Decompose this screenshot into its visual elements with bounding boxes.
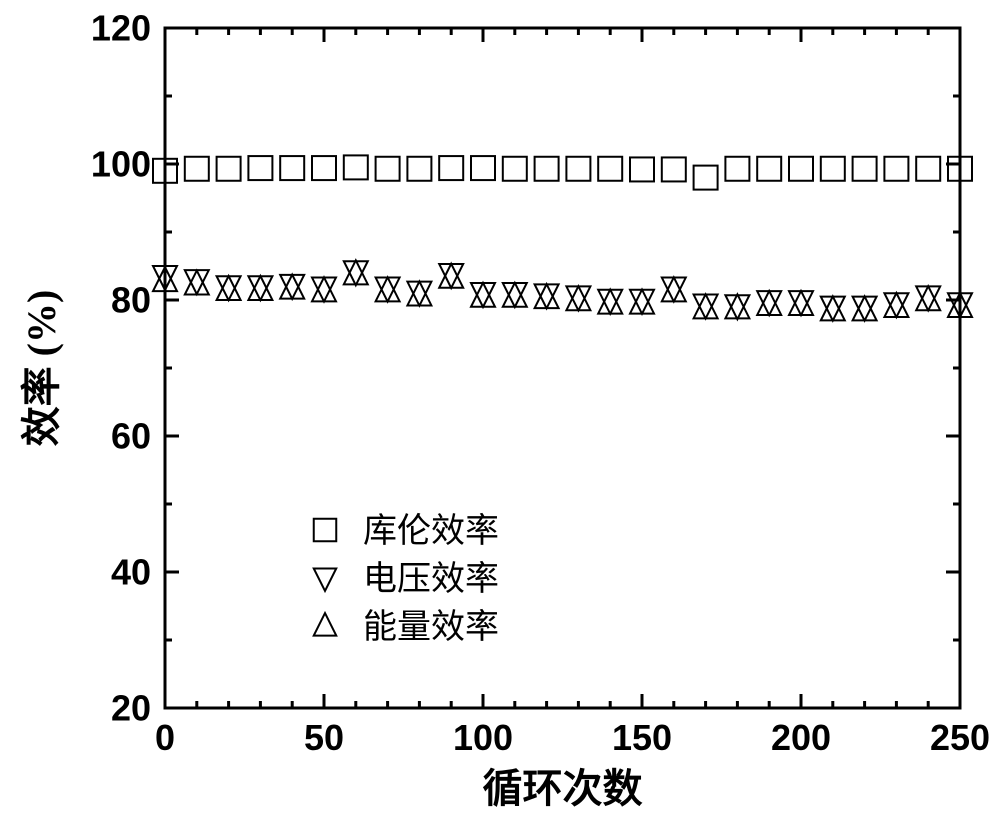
y-tick-label: 80 [111, 280, 151, 321]
x-tick-label: 100 [453, 717, 513, 758]
legend-label: 库伦效率 [363, 512, 499, 550]
chart-svg: 0 50 100 150 200 250 20 40 60 80 100 120 循环次数 效率 (%) 库… [0, 0, 1000, 814]
y-tick-label: 20 [111, 688, 151, 729]
y-axis-label: 效率 (%) [19, 290, 64, 447]
y-tick-label: 100 [91, 144, 151, 185]
chart-figure: 0 50 100 150 200 250 20 40 60 80 100 120 循环次数 效率 (%) 库… [0, 0, 1000, 814]
legend-label: 电压效率 [363, 560, 499, 598]
x-axis-label: 循环次数 [483, 766, 643, 811]
x-tick-label: 250 [930, 717, 990, 758]
legend-label: 能量效率 [363, 608, 499, 646]
x-tick-label: 0 [155, 717, 175, 758]
x-tick-label: 150 [612, 717, 672, 758]
x-tick-label: 50 [304, 717, 344, 758]
y-tick-label: 60 [111, 416, 151, 457]
y-tick-label: 40 [111, 552, 151, 593]
x-tick-label: 200 [771, 717, 831, 758]
y-tick-label: 120 [91, 8, 151, 49]
